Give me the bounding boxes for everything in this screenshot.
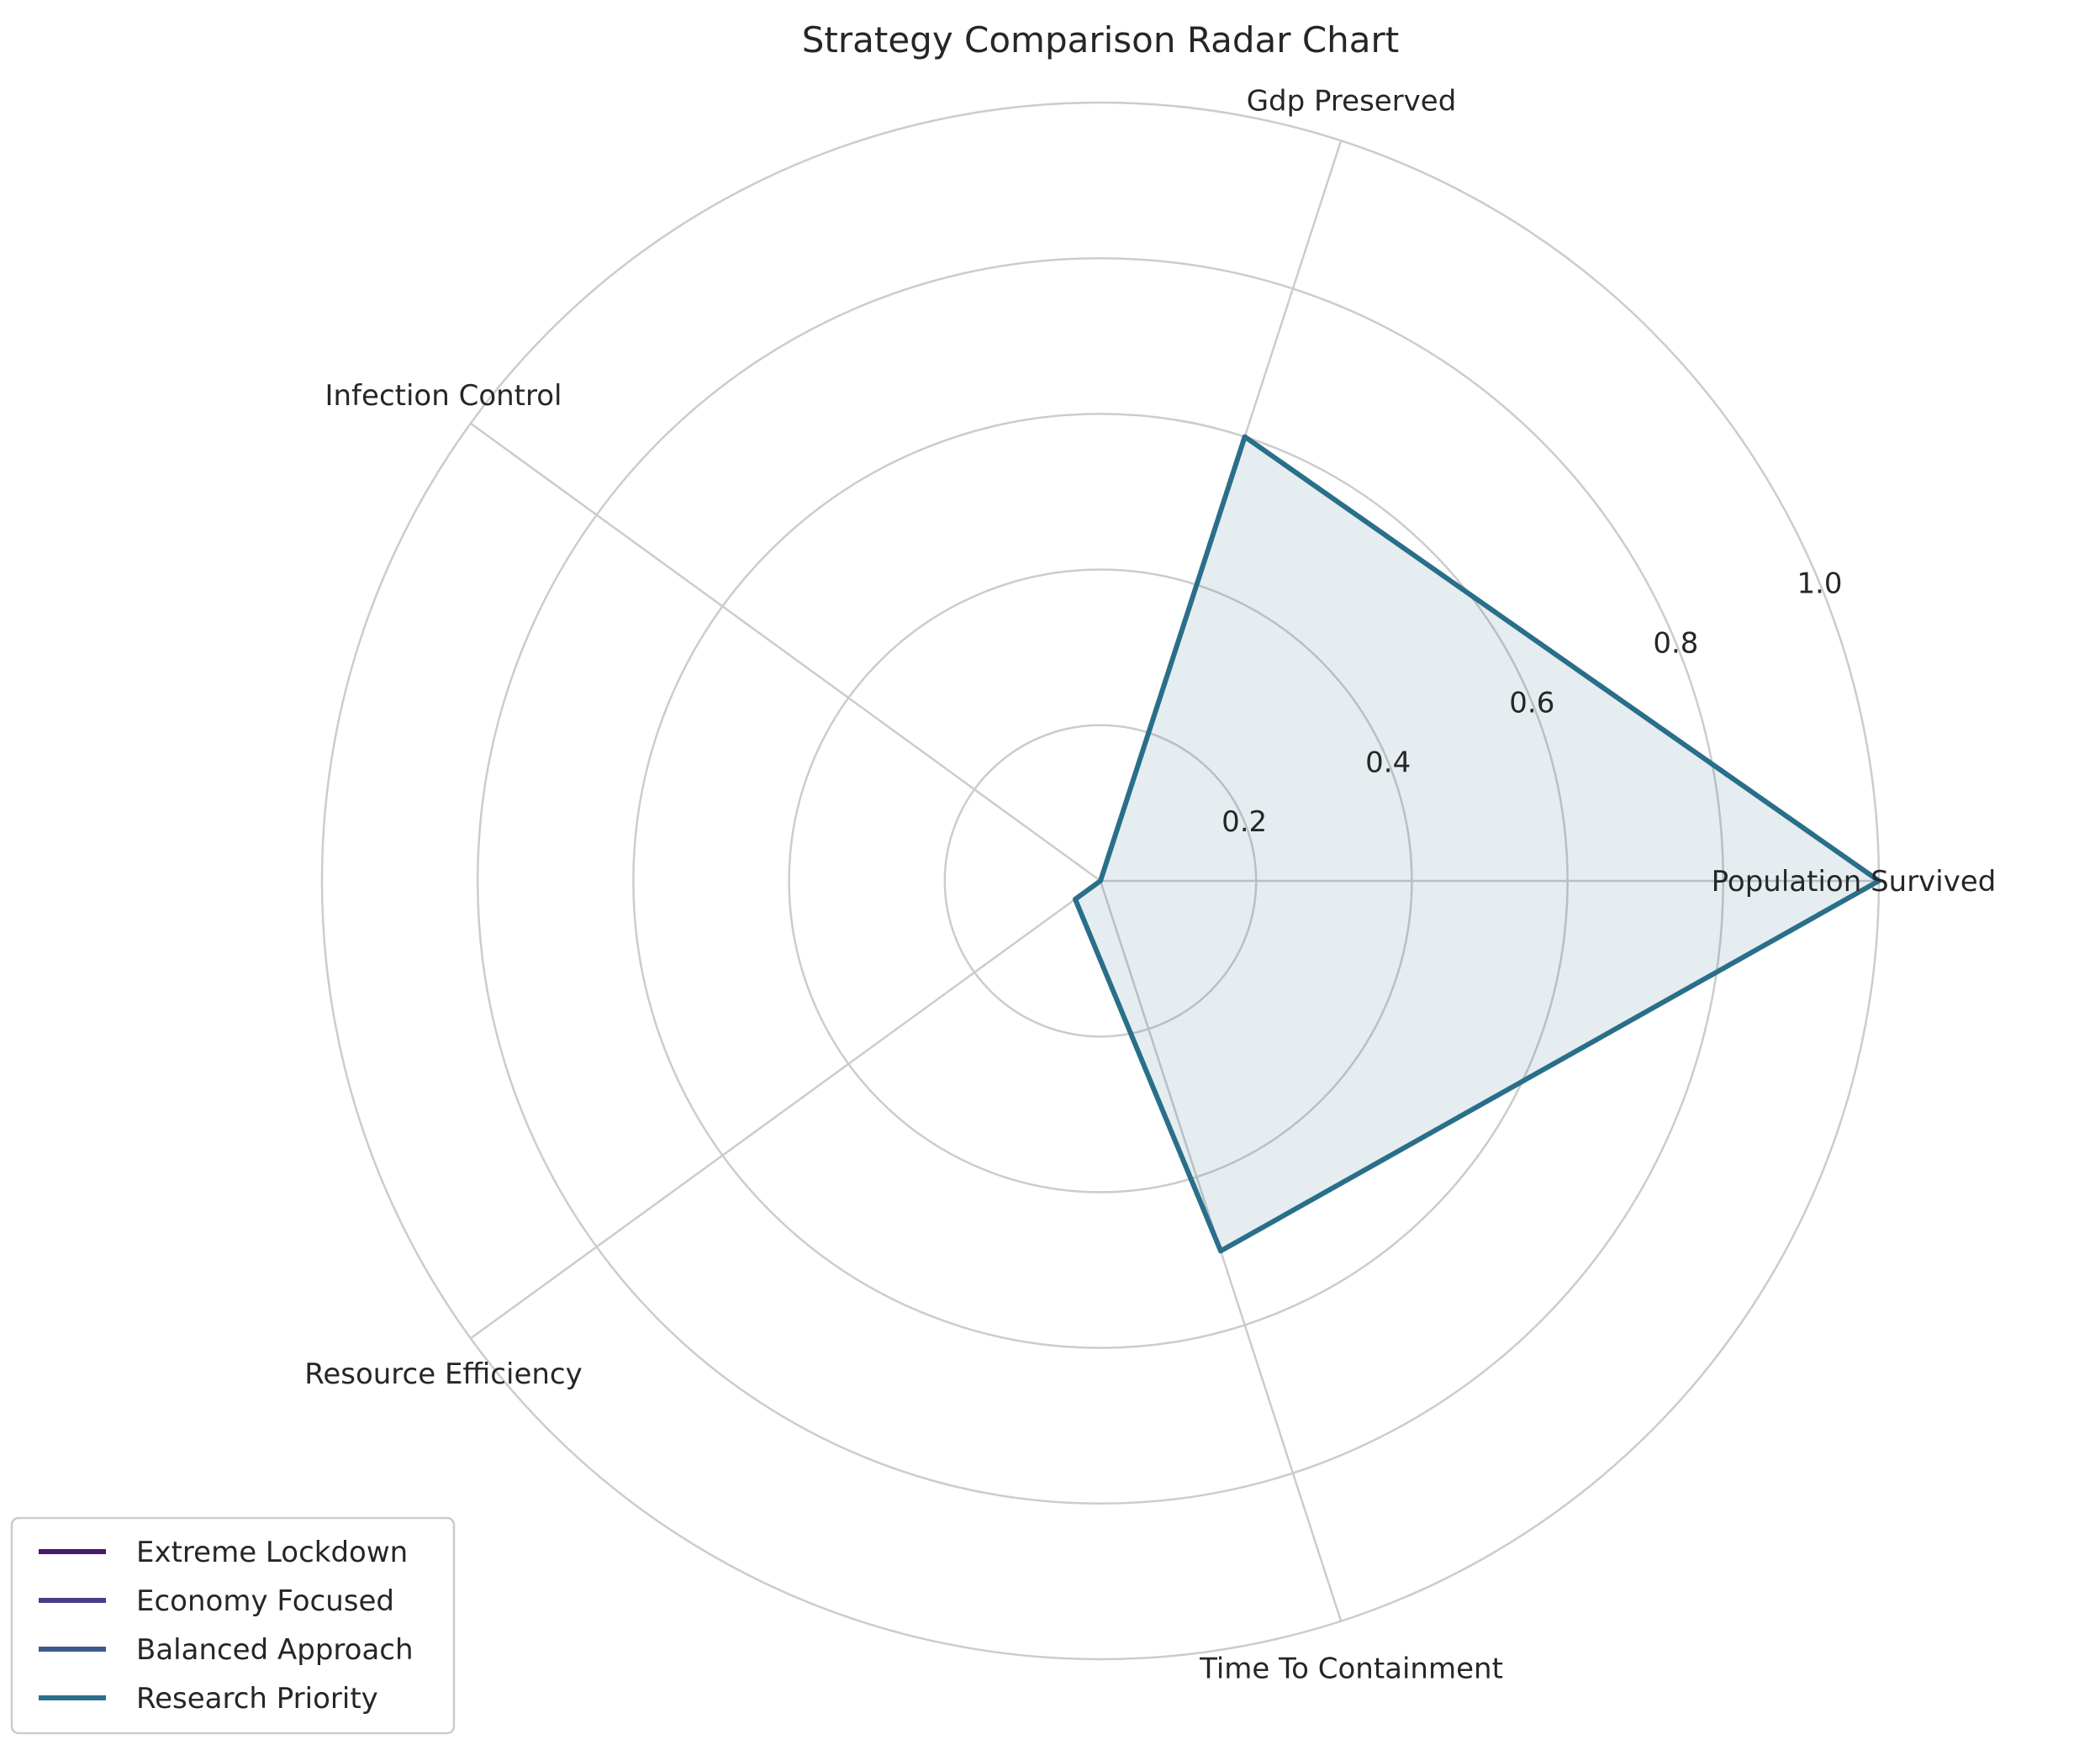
- legend-label-1: Extreme Lockdown: [136, 1536, 408, 1569]
- series-layer: [1073, 434, 1881, 1254]
- legend-label-3: Balanced Approach: [136, 1633, 414, 1667]
- axis-label-3: Infection Control: [324, 379, 562, 413]
- rtick-label-1: 0.2: [1221, 805, 1267, 839]
- axis-label-2: Gdp Preserved: [1247, 84, 1457, 118]
- axis-labels: Population Survived Gdp Preserved Infectio…: [304, 84, 1996, 1685]
- legend-label-2: Economy Focused: [136, 1584, 394, 1618]
- axis-label-1: Population Survived: [1712, 865, 1997, 899]
- rtick-label-5: 1.0: [1797, 567, 1842, 601]
- legend-frame: [10, 1516, 456, 1735]
- series-fill-4: [1075, 436, 1879, 1252]
- axis-label-5: Time To Containment: [1199, 1652, 1503, 1686]
- axis-label-4: Resource Efficiency: [304, 1357, 583, 1391]
- rtick-label-3: 0.6: [1509, 686, 1554, 720]
- legend-label-4: Research Priority: [136, 1682, 378, 1716]
- spoke-3: [470, 422, 1101, 883]
- radial-tick-labels: 0.2 0.4 0.6 0.8 1.0: [1221, 567, 1842, 839]
- series-line-4: [1073, 434, 1881, 1254]
- legend: Extreme Lockdown Economy Focused Balanced …: [10, 1516, 456, 1735]
- chart-title: Strategy Comparison Radar Chart: [802, 19, 1400, 61]
- rtick-label-2: 0.4: [1365, 746, 1411, 779]
- rtick-label-4: 0.8: [1653, 627, 1698, 661]
- spoke-4: [470, 879, 1101, 1340]
